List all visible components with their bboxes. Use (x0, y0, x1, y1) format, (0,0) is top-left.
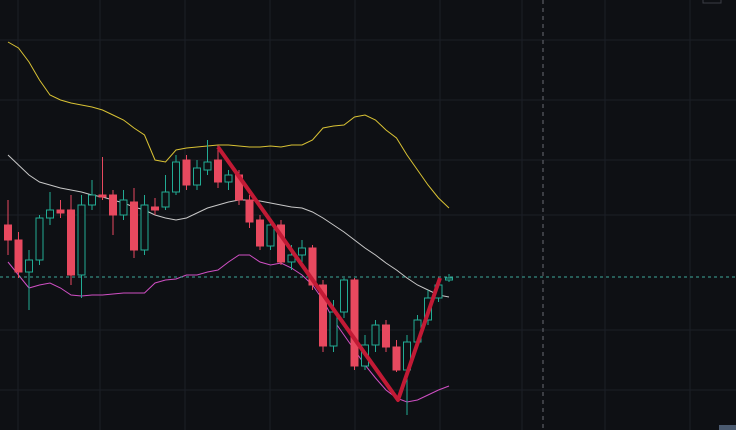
candle-body (98, 194, 107, 198)
band-line (7, 154, 450, 298)
candle-body (119, 199, 128, 216)
candle-body (445, 277, 453, 281)
candle-body (151, 206, 159, 211)
candle-body (182, 159, 191, 186)
candle-body (56, 209, 65, 214)
candle-body (161, 191, 170, 208)
candle-body (350, 279, 359, 367)
candle-body (193, 167, 201, 186)
candle-body (109, 194, 117, 216)
trend-line (216, 145, 442, 402)
candle-body (67, 209, 75, 276)
candle-body (256, 219, 264, 247)
candle-body (266, 224, 275, 247)
candle-body (140, 204, 149, 251)
candle-body (25, 259, 33, 273)
plot (0, 41, 736, 415)
candle-body (371, 324, 380, 346)
candle-body (88, 194, 96, 206)
candle-body (392, 346, 401, 371)
candle-body (382, 324, 390, 348)
candle-body (298, 247, 306, 256)
corner-marker (719, 425, 736, 430)
candle-body (203, 161, 212, 171)
band-line (7, 41, 450, 209)
candle-body (319, 284, 327, 347)
candle-body (130, 201, 138, 251)
candle-body (245, 199, 254, 223)
candle-body (46, 209, 54, 219)
candle-body (172, 161, 180, 193)
candle-body (14, 239, 23, 273)
candle-body (329, 311, 338, 347)
candle-body (340, 279, 348, 313)
candle-body (224, 174, 233, 183)
candle-body (214, 159, 222, 183)
candle-body (4, 224, 12, 241)
candle-body (308, 247, 317, 286)
candle-body (77, 204, 86, 276)
corner-button[interactable] (702, 0, 722, 4)
candle-body (35, 217, 44, 261)
